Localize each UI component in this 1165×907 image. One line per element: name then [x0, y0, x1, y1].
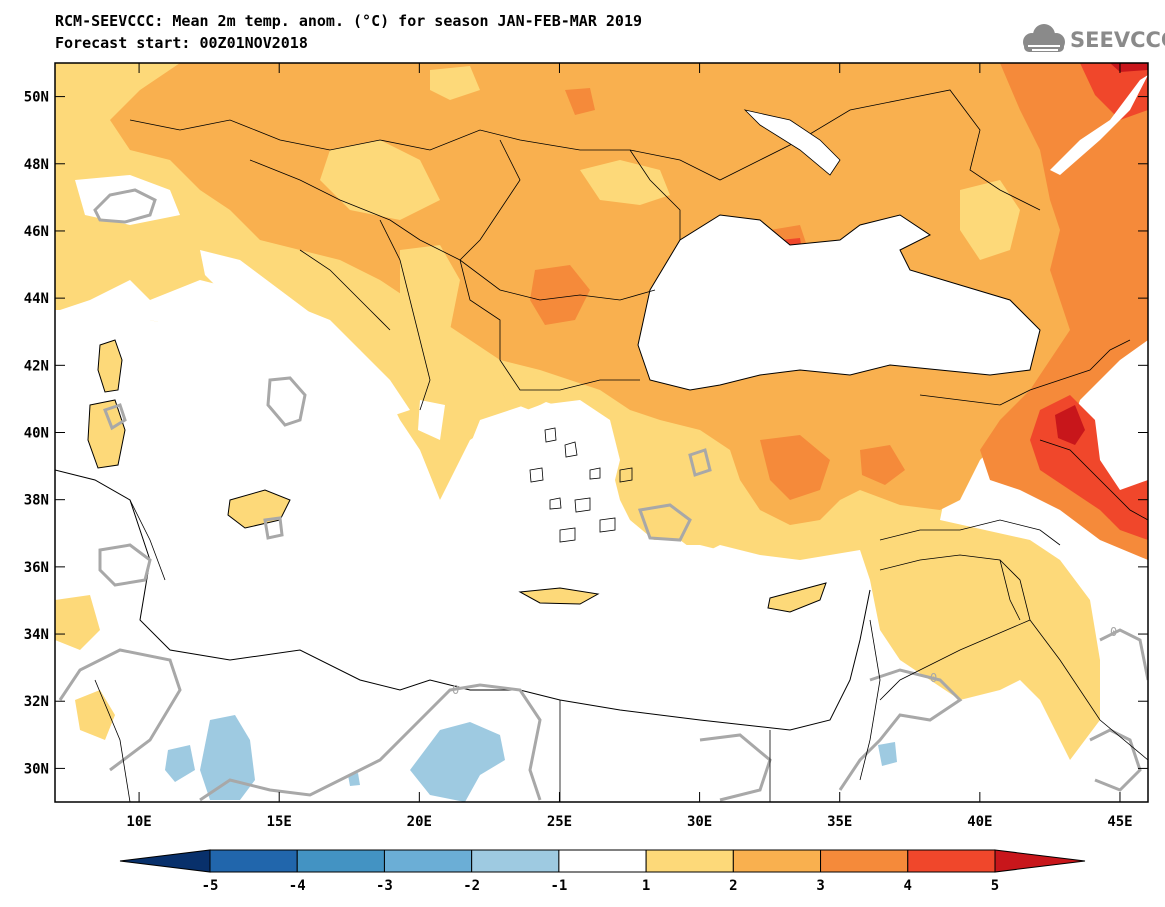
- lon-tick-label: 30E: [687, 814, 712, 830]
- colorbar: -5 -4 -3 -2 -1 1 2 3 4 5: [119, 849, 1086, 894]
- colorbar-label: -4: [289, 878, 306, 894]
- colorbar-label: -5: [202, 878, 219, 894]
- lat-tick-label: 44N: [24, 291, 49, 307]
- colorbar-label: 5: [991, 878, 999, 894]
- anomaly-region-neg: [200, 715, 255, 800]
- colorbar-segment: [296, 849, 385, 873]
- colorbar-label: 2: [729, 878, 737, 894]
- lon-tick-label: 35E: [827, 814, 852, 830]
- lon-tick-label: 15E: [267, 814, 292, 830]
- aegean-sea: [500, 400, 620, 575]
- lon-tick-label: 10E: [126, 814, 151, 830]
- map-title: RCM-SEEVCCC: Mean 2m temp. anom. (°C) fo…: [55, 12, 642, 30]
- tyrrhenian-sea: [135, 320, 300, 520]
- colorbar-segment: [558, 849, 647, 873]
- colorbar-segment: [209, 849, 298, 873]
- lat-tick-label: 48N: [24, 157, 49, 173]
- lat-tick-label: 34N: [24, 627, 49, 643]
- anomaly-region-3-4: [980, 63, 1148, 560]
- colorbar-label: 3: [816, 878, 824, 894]
- lat-tick-label: 38N: [24, 493, 49, 509]
- north-africa-land: [55, 469, 871, 731]
- aegean-islands: [529, 427, 633, 543]
- lon-tick-label: 45E: [1107, 814, 1132, 830]
- map-field: 0 0 0: [55, 63, 1148, 802]
- contour-label: 0: [452, 683, 459, 697]
- country-borders: [94, 89, 1148, 802]
- colorbar-label: 4: [904, 878, 912, 894]
- colorbar-segment: [383, 849, 473, 873]
- lat-tick-label: 42N: [24, 358, 49, 374]
- adriatic-sea: [200, 250, 410, 420]
- lat-tick-label: 36N: [24, 560, 49, 576]
- colorbar-max-triangle: [994, 849, 1086, 873]
- lat-tick-label: 50N: [24, 90, 49, 106]
- longitude-axis: 10E 15E 20E 25E 30E 35E 40E 45E: [126, 63, 1133, 830]
- lon-tick-label: 40E: [967, 814, 992, 830]
- lat-tick-label: 30N: [24, 761, 49, 777]
- contour-label: 0: [1110, 625, 1117, 639]
- colorbar-segment: [820, 849, 909, 873]
- colorbar-segment: [645, 849, 734, 873]
- colorbar-label: -2: [463, 878, 480, 894]
- anomaly-region-gt5: [1055, 405, 1085, 445]
- colorbar-label: -3: [376, 878, 393, 894]
- cloud-icon: [1023, 24, 1065, 52]
- contour-label: 0: [930, 671, 937, 685]
- logo-text: SEEVCCC: [1070, 28, 1165, 52]
- colorbar-label: -1: [550, 878, 567, 894]
- black-sea: [637, 214, 1041, 391]
- forecast-start-label: Forecast start: 00Z01NOV2018: [55, 34, 308, 52]
- colorbar-segment: [471, 849, 560, 873]
- colorbar-label: 1: [642, 878, 650, 894]
- latitude-axis: 30N 32N 34N 36N 38N 40N 42N 44N 46N 48N 50N: [24, 90, 1148, 777]
- colorbar-segment: [907, 849, 996, 873]
- lon-tick-label: 25E: [547, 814, 572, 830]
- lat-tick-label: 40N: [24, 426, 49, 442]
- lat-tick-label: 46N: [24, 224, 49, 240]
- colorbar-segment: [732, 849, 822, 873]
- colorbar-min-triangle: [119, 849, 211, 873]
- lat-tick-label: 32N: [24, 694, 49, 710]
- lon-tick-label: 20E: [407, 814, 432, 830]
